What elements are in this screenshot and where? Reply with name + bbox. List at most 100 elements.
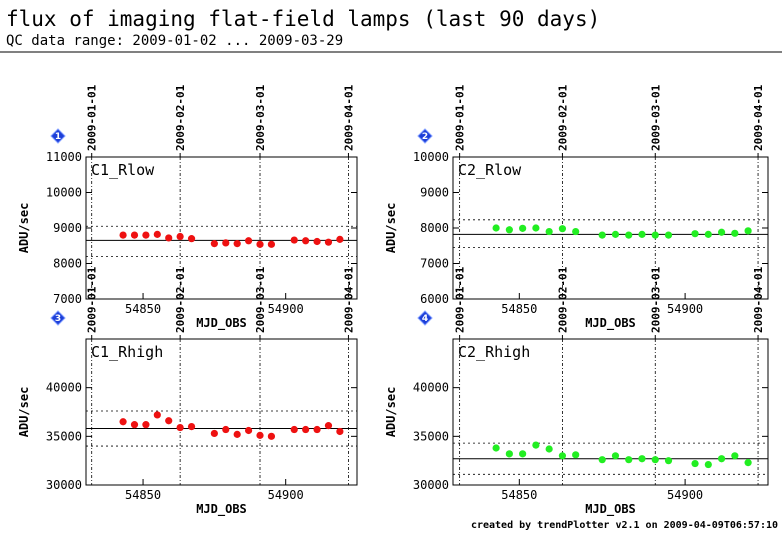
data-point [233, 240, 241, 248]
y-tick-label: 9000 [420, 186, 449, 200]
data-point [625, 231, 633, 239]
date-tick-label: 2009-02-01 [556, 266, 569, 333]
panel-1: 2009-01-01 2009-02-01 2009-03-01 2009-04-01… [17, 84, 358, 331]
data-point [267, 240, 276, 248]
y-tick-label: 9000 [53, 221, 82, 235]
y-tick-label: 30000 [46, 478, 82, 492]
x-tick-label: 54850 [501, 302, 537, 316]
data-point [153, 230, 161, 238]
y-tick-label: 8000 [53, 257, 82, 271]
x-tick-label: 54850 [125, 302, 161, 316]
data-point [492, 444, 500, 452]
data-point [142, 231, 150, 239]
data-point [142, 421, 150, 429]
panel-number: 2 [422, 132, 428, 142]
data-point [717, 228, 726, 236]
date-tick-label: 2009-01-01 [454, 84, 467, 151]
panel-label: C1_Rlow [91, 161, 155, 179]
plot-frame [85, 338, 358, 486]
date-tick-label: 2009-02-01 [174, 266, 187, 333]
data-point [598, 456, 606, 464]
data-point [691, 459, 699, 468]
panel-number: 1 [55, 132, 61, 142]
x-axis-label: MJD_OBS [196, 316, 247, 331]
x-tick-label: 54900 [667, 488, 703, 502]
data-point [267, 432, 276, 440]
panel-number-marker [417, 128, 433, 144]
y-tick-label: 35000 [413, 429, 449, 443]
data-point [313, 237, 321, 246]
data-point [210, 429, 218, 438]
panels: 2009-01-01 2009-02-01 2009-03-01 2009-04-01… [17, 84, 769, 517]
data-point [704, 460, 712, 469]
data-point [611, 230, 620, 238]
figure-title: flux of imaging flat-field lamps (last 9… [6, 7, 600, 31]
y-tick-label: 10000 [46, 186, 82, 200]
data-point [558, 225, 567, 233]
data-point [519, 450, 527, 458]
y-axis-label: ADU/sec [17, 203, 31, 254]
data-point [222, 425, 230, 434]
y-tick-label: 40000 [46, 381, 82, 395]
data-point [222, 239, 230, 247]
panel-label: C1_Rhigh [91, 343, 163, 361]
data-point [153, 411, 161, 419]
data-point [313, 425, 321, 434]
data-point [245, 237, 253, 245]
data-point [731, 452, 739, 460]
data-point [505, 450, 513, 458]
y-tick-label: 7000 [420, 257, 449, 271]
date-tick-label: 2009-02-01 [556, 84, 569, 151]
data-point [664, 231, 673, 239]
panel-label: C2_Rlow [458, 161, 522, 179]
date-tick-label: 2009-03-01 [254, 266, 267, 333]
date-tick-label: 2009-01-01 [454, 266, 467, 333]
data-point [130, 231, 139, 239]
data-point [731, 229, 739, 237]
y-tick-label: 40000 [413, 381, 449, 395]
data-point [336, 427, 344, 436]
panel-number-marker [50, 128, 66, 144]
data-point [176, 232, 184, 241]
data-point [256, 431, 264, 439]
figure-subtitle: QC data range: 2009-01-02 ... 2009-03-29 [6, 33, 343, 49]
y-tick-label: 35000 [46, 429, 82, 443]
data-point [130, 421, 139, 429]
date-tick-label: 2009-03-01 [649, 84, 662, 151]
date-tick-label: 2009-04-01 [752, 266, 765, 333]
data-point [691, 230, 699, 238]
data-point [336, 235, 344, 243]
data-point [572, 227, 580, 236]
data-point [625, 456, 633, 464]
data-point [744, 227, 752, 235]
date-tick-label: 2009-03-01 [254, 84, 267, 151]
data-point [744, 459, 752, 467]
data-point [638, 230, 646, 238]
data-point [532, 441, 540, 449]
date-tick-label: 2009-04-01 [342, 266, 355, 333]
panel-number-marker [50, 310, 66, 326]
x-tick-label: 54900 [268, 488, 304, 502]
data-point [492, 224, 500, 232]
x-tick-label: 54900 [667, 302, 703, 316]
data-point [611, 452, 620, 460]
x-tick-label: 54850 [501, 488, 537, 502]
x-axis-label: MJD_OBS [196, 502, 247, 517]
y-tick-label: 8000 [420, 221, 449, 235]
date-tick-label: 2009-04-01 [342, 84, 355, 151]
date-tick-label: 2009-04-01 [752, 84, 765, 151]
y-axis-label: ADU/sec [384, 203, 398, 254]
data-point [210, 240, 218, 248]
panel-number: 3 [55, 314, 61, 324]
data-point [545, 227, 553, 236]
data-point [324, 422, 333, 430]
plot-frame [452, 338, 769, 486]
data-point [651, 456, 659, 464]
data-point [717, 455, 726, 463]
data-point [638, 455, 646, 463]
data-point [572, 451, 580, 459]
panel-2: 2009-01-01 2009-02-01 2009-03-01 2009-04-01… [384, 84, 769, 331]
data-point [505, 226, 513, 234]
panel-label: C2_Rhigh [458, 343, 530, 361]
